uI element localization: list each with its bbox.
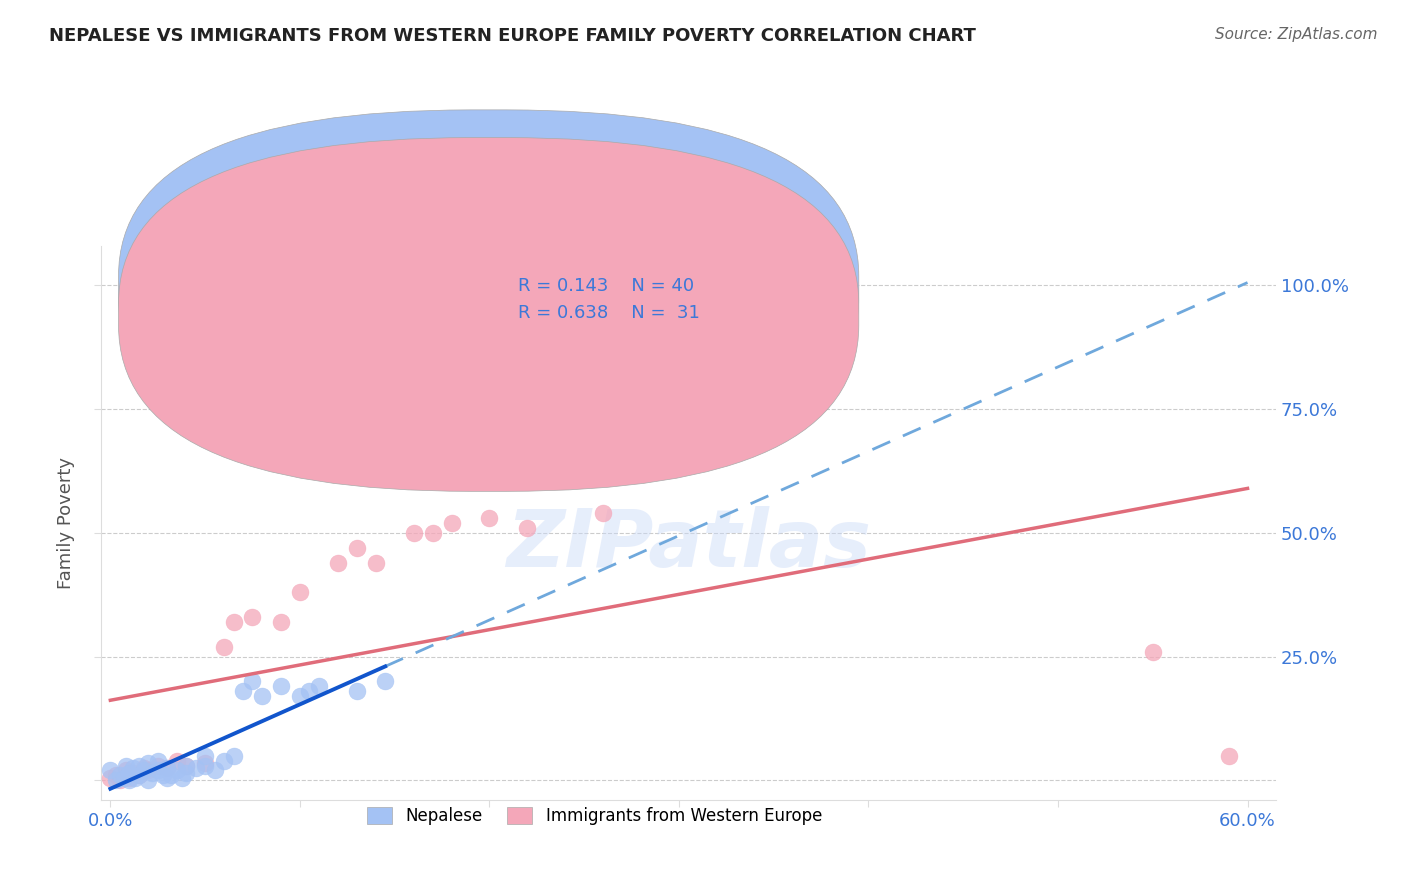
Point [98, 764, 121, 778]
FancyBboxPatch shape [118, 110, 859, 464]
Point [422, 525, 444, 540]
Point [516, 521, 538, 535]
Point [141, 766, 163, 780]
Y-axis label: Family Poverty: Family Poverty [58, 457, 75, 589]
Point [364, 556, 387, 570]
Point [128, 768, 150, 782]
Point [440, 516, 463, 530]
Point [592, 506, 614, 520]
Point [118, 766, 141, 780]
Point [298, 684, 321, 698]
FancyBboxPatch shape [453, 265, 759, 334]
Point [232, 684, 254, 698]
Point [156, 761, 179, 775]
Point [346, 541, 368, 555]
Point [166, 764, 188, 778]
Point [136, 773, 159, 788]
Point [288, 690, 311, 704]
Point [136, 764, 159, 778]
Point [174, 758, 197, 772]
Point [136, 756, 159, 770]
Point [478, 511, 501, 525]
Point [172, 771, 194, 785]
Point [124, 771, 146, 785]
Point [156, 761, 179, 775]
Point [194, 748, 217, 763]
Point [242, 674, 264, 689]
Point [122, 761, 145, 775]
Point [114, 758, 136, 772]
Text: NEPALESE VS IMMIGRANTS FROM WESTERN EUROPE FAMILY POVERTY CORRELATION CHART: NEPALESE VS IMMIGRANTS FROM WESTERN EURO… [49, 27, 976, 45]
Point [174, 766, 197, 780]
Point [134, 764, 156, 778]
Point [156, 771, 179, 785]
Point [554, 303, 576, 318]
Point [346, 684, 368, 698]
Point [98, 771, 121, 785]
Point [374, 674, 396, 689]
Point [242, 610, 264, 624]
Text: Source: ZipAtlas.com: Source: ZipAtlas.com [1215, 27, 1378, 42]
Point [184, 761, 207, 775]
Point [174, 758, 197, 772]
Point [146, 754, 169, 768]
Text: R = 0.143    N = 40: R = 0.143 N = 40 [517, 277, 695, 294]
Point [166, 754, 188, 768]
Point [326, 556, 349, 570]
Point [402, 525, 425, 540]
Point [112, 771, 135, 785]
Point [1218, 748, 1240, 763]
Point [118, 771, 141, 785]
Legend: Nepalese, Immigrants from Western Europe: Nepalese, Immigrants from Western Europe [360, 800, 828, 832]
Point [108, 773, 131, 788]
Point [105, 773, 128, 788]
Point [194, 758, 217, 772]
Point [212, 754, 235, 768]
Point [270, 615, 292, 629]
Point [152, 768, 174, 782]
Point [308, 679, 330, 693]
Point [105, 768, 128, 782]
Point [204, 764, 226, 778]
Point [122, 766, 145, 780]
Point [118, 773, 141, 788]
Point [1142, 645, 1164, 659]
Point [146, 758, 169, 772]
Point [146, 764, 169, 778]
Point [250, 690, 273, 704]
Point [288, 585, 311, 599]
Point [222, 615, 245, 629]
Point [160, 768, 183, 782]
Point [270, 679, 292, 693]
Point [194, 756, 217, 770]
Point [128, 758, 150, 772]
FancyBboxPatch shape [118, 137, 859, 491]
Point [114, 764, 136, 778]
Point [134, 761, 156, 775]
Point [128, 768, 150, 782]
Point [108, 768, 131, 782]
Point [222, 748, 245, 763]
Text: R = 0.638    N =  31: R = 0.638 N = 31 [517, 304, 700, 322]
Point [212, 640, 235, 654]
Text: ZIPatlas: ZIPatlas [506, 506, 870, 584]
